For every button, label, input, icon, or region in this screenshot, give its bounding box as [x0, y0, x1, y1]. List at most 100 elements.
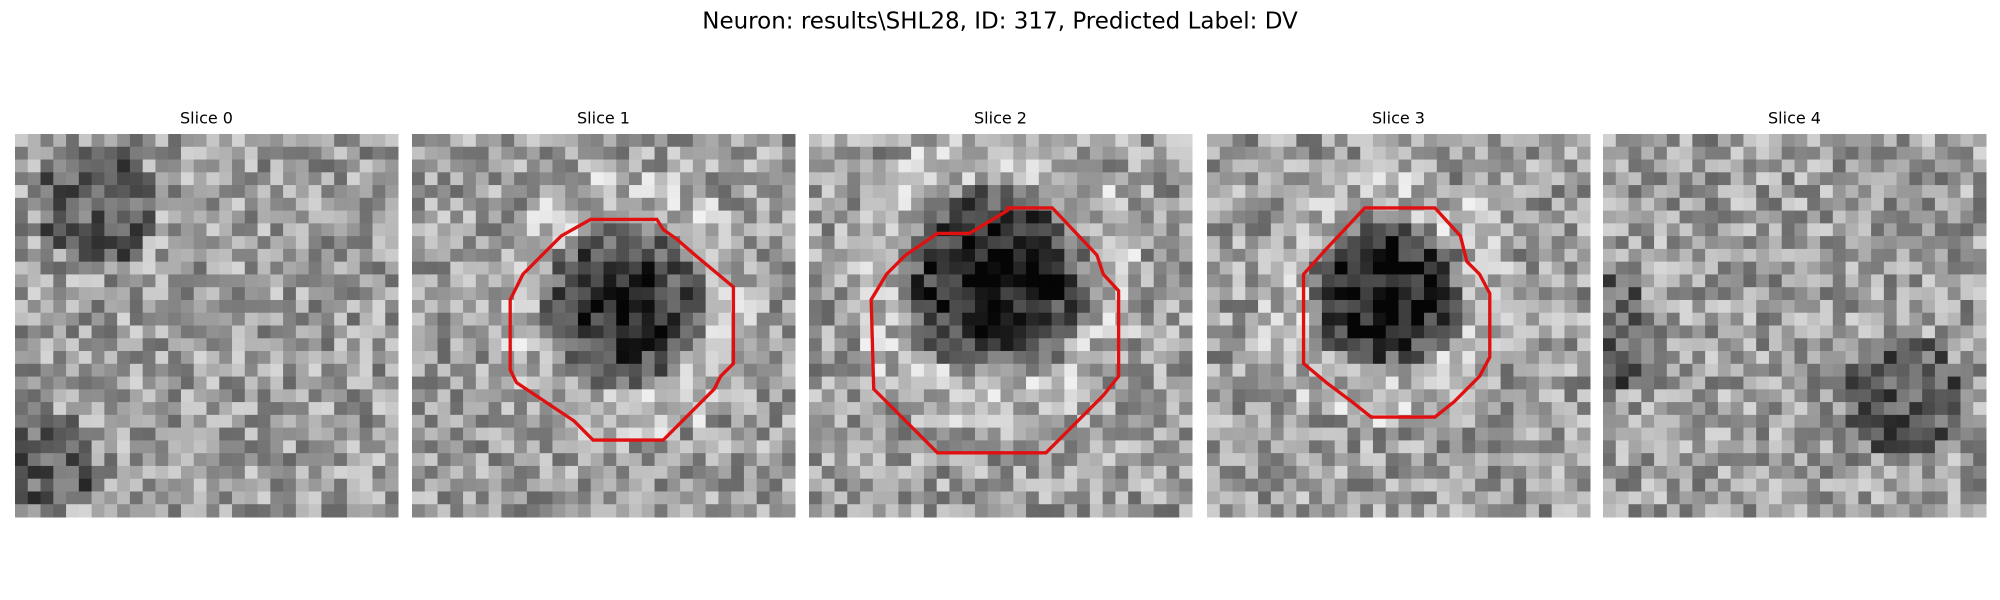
pixel	[1654, 338, 1668, 352]
pixel	[1013, 248, 1027, 263]
pixel	[1140, 274, 1155, 288]
pixel	[718, 185, 732, 199]
pixel	[232, 504, 246, 518]
pixel	[104, 351, 118, 365]
pixel	[1398, 210, 1412, 224]
pixel	[321, 261, 335, 275]
pixel	[53, 223, 67, 237]
pixel	[847, 248, 861, 263]
pixel	[1038, 134, 1053, 148]
pixel	[1845, 440, 1859, 454]
pixel	[1896, 453, 1910, 467]
pixel	[552, 338, 566, 352]
pixel	[1064, 325, 1078, 339]
pixel	[1424, 478, 1438, 492]
pixel	[1436, 478, 1451, 492]
pixel	[1283, 325, 1297, 339]
pixel	[1947, 465, 1961, 480]
pixel	[1845, 504, 1859, 518]
pixel	[1934, 248, 1949, 263]
pixel	[1781, 312, 1795, 326]
pixel	[372, 172, 386, 186]
pixel	[1283, 248, 1297, 263]
pixel	[1166, 248, 1180, 263]
pixel	[437, 427, 451, 441]
pixel	[1526, 210, 1540, 224]
pixel	[1564, 185, 1578, 199]
pixel	[1038, 159, 1053, 173]
pixel	[782, 389, 796, 403]
pixel	[641, 223, 656, 237]
pixel	[1179, 427, 1193, 441]
pixel	[705, 134, 719, 148]
pixel	[539, 325, 553, 339]
pixel	[782, 338, 796, 352]
pixel	[1398, 236, 1412, 250]
pixel	[1475, 197, 1489, 212]
pixel	[1577, 210, 1591, 224]
pixel	[437, 414, 451, 429]
pixel	[1436, 274, 1451, 288]
pixel	[1064, 440, 1078, 454]
pixel	[1896, 338, 1910, 352]
pixel	[1973, 261, 1987, 275]
pixel	[1500, 261, 1514, 275]
pixel	[372, 325, 386, 339]
pixel	[974, 504, 989, 518]
pixel	[334, 287, 348, 301]
pixel	[463, 299, 477, 314]
pixel	[232, 299, 246, 314]
pixel	[1768, 134, 1783, 148]
pixel	[1526, 287, 1540, 301]
pixel	[872, 453, 887, 467]
pixel	[1436, 134, 1451, 148]
pixel	[1153, 427, 1167, 441]
pixel	[1140, 491, 1155, 505]
pixel	[475, 440, 490, 454]
pixel	[142, 427, 156, 441]
pixel	[1820, 491, 1834, 505]
pixel	[385, 312, 399, 326]
pixel	[501, 453, 515, 467]
pixel	[629, 287, 643, 301]
pixel	[412, 440, 426, 454]
pixel	[1820, 261, 1834, 275]
pixel	[756, 389, 770, 403]
pixel	[1871, 159, 1885, 173]
pixel	[1845, 414, 1859, 429]
pixel	[1115, 453, 1129, 467]
pixel	[450, 491, 464, 505]
pixel	[1832, 134, 1847, 148]
pixel	[346, 338, 361, 352]
pixel	[667, 389, 681, 403]
pixel	[219, 312, 233, 326]
pixel	[412, 236, 426, 250]
pixel	[283, 146, 297, 161]
pixel	[308, 236, 322, 250]
pixel	[616, 491, 630, 505]
pixel	[1896, 159, 1910, 173]
pixel	[705, 223, 719, 237]
pixel	[769, 389, 783, 403]
pixel	[552, 440, 566, 454]
pixel	[1603, 465, 1617, 480]
pixel	[590, 197, 604, 212]
pixel	[244, 363, 259, 378]
pixel	[1922, 185, 1936, 199]
pixel	[1232, 389, 1246, 403]
pixel	[1628, 351, 1642, 365]
pixel	[1449, 236, 1463, 250]
pixel	[949, 159, 963, 173]
pixel	[539, 185, 553, 199]
pixel	[346, 440, 361, 454]
pixel	[1807, 338, 1821, 352]
pixel	[1424, 453, 1438, 467]
pixel	[1717, 197, 1732, 212]
pixel	[1705, 261, 1719, 275]
pixel	[667, 504, 681, 518]
pixel	[1960, 134, 1974, 148]
pixel	[1538, 312, 1553, 326]
pixel	[1207, 453, 1221, 467]
pixel	[1730, 134, 1744, 148]
pixel	[898, 299, 912, 314]
